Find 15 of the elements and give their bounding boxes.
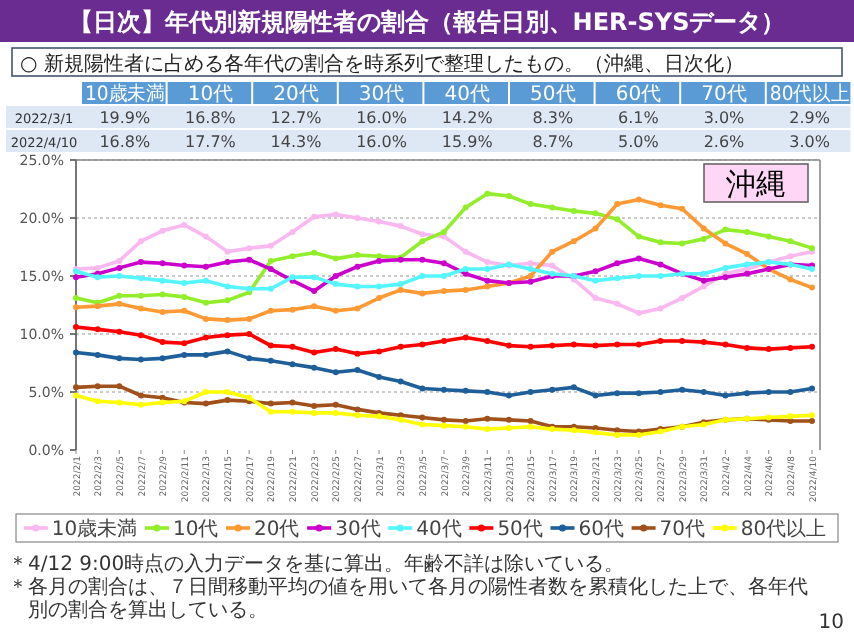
legend-label: 10代 — [172, 519, 219, 541]
text: ＊各月の割合は、７日間移動平均の値を用いて各月の陽性者数を累積化した上で、各年代別の割合を算出している。 — [8, 575, 808, 622]
annotation: 沖縄 — [726, 166, 786, 202]
legend-label: 10歳未満 — [51, 517, 138, 541]
legend-label: 30代 — [335, 519, 381, 541]
legend-label: 20代 — [254, 519, 300, 541]
legend-label: 70代 — [659, 519, 706, 541]
legend-label: 60代 — [578, 519, 624, 541]
legend-label: 50代 — [497, 519, 543, 541]
chart-title: 【日次】年代別新規陽性者の割合（報告日別、HER-SYSデータ） — [68, 8, 786, 36]
legend-label: 40代 — [416, 519, 462, 541]
text: ＊4/12 9:00時点の入力データを基に算出。年齢不詳は除いている。 — [8, 552, 625, 576]
chart-subtitle: ○ 新規陽性者に占める各年代の割合を時系列で整理したもの。（沖縄、日次化） — [20, 52, 744, 76]
text: 10 — [818, 612, 844, 634]
legend-label: 80代以上 — [740, 517, 827, 541]
